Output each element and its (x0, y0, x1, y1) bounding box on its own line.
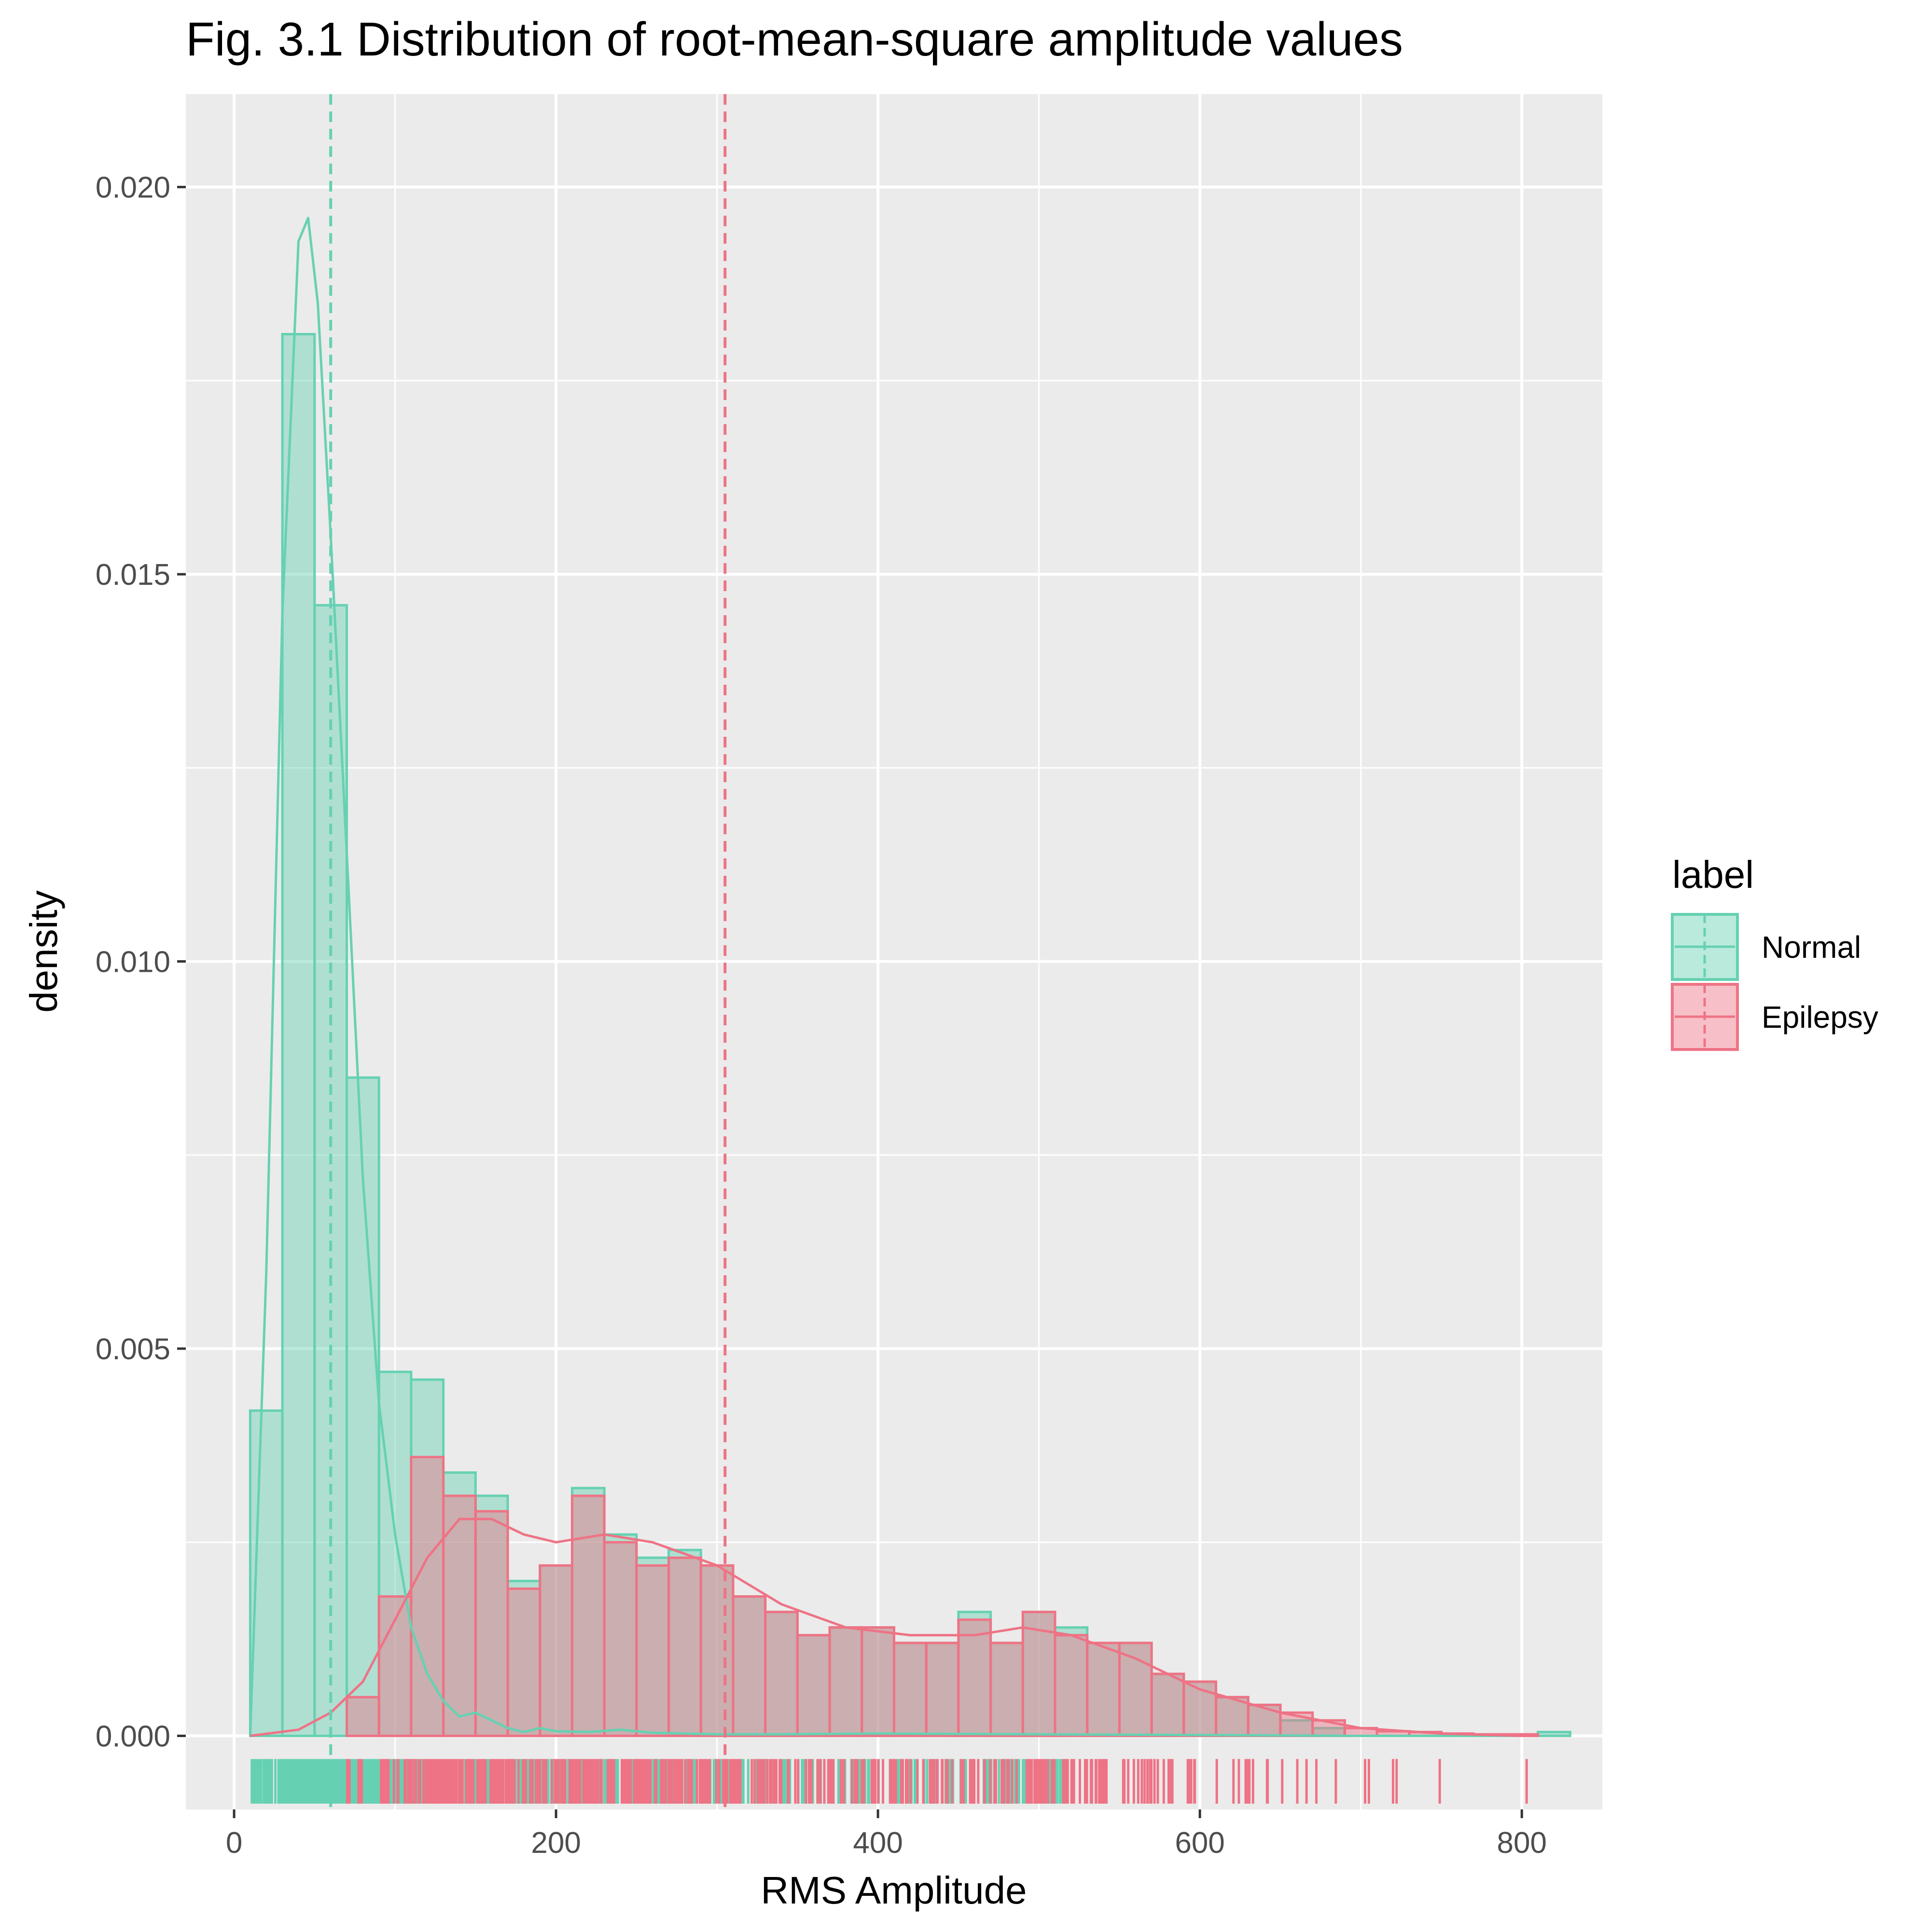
x-tick-label: 200 (531, 1826, 581, 1860)
histogram-bar-epilepsy (764, 1611, 799, 1738)
histogram-bar-normal (667, 1548, 702, 1738)
histogram-bar-epilepsy (506, 1587, 542, 1738)
histogram-bar-epilepsy (1150, 1672, 1185, 1738)
histogram-bar-epilepsy (410, 1456, 445, 1738)
histogram-bar-normal (377, 1370, 413, 1738)
histogram-bar-epilepsy (732, 1595, 767, 1738)
y-tick-label: 0.015 (96, 558, 170, 592)
density-curve-normal (249, 217, 1522, 1737)
histogram-bar-epilepsy (989, 1642, 1024, 1738)
histogram-bar-epilepsy (539, 1564, 573, 1738)
x-tick-label: 800 (1497, 1826, 1547, 1860)
x-tick-label: 600 (1175, 1826, 1224, 1860)
legend-keys: Normal Epilepsy (1671, 913, 1878, 1051)
histogram-bar-epilepsy (828, 1626, 863, 1738)
y-tick-label: 0.005 (96, 1333, 170, 1366)
density-curve-epilepsy (250, 1518, 1522, 1737)
y-tick-label: 0.010 (96, 946, 170, 979)
histogram-bar-epilepsy (442, 1494, 477, 1738)
x-tick-label: 0 (226, 1826, 242, 1860)
histogram-bar-epilepsy (1182, 1680, 1218, 1738)
legend-label-epilepsy: Epilepsy (1762, 1000, 1878, 1035)
legend: label Normal Epilepsy (1671, 853, 1878, 1051)
histogram-bar-normal (570, 1487, 606, 1738)
histogram-bar-epilepsy (699, 1564, 735, 1738)
histogram-bar-epilepsy (667, 1556, 702, 1738)
histogram-bar-epilepsy (957, 1618, 992, 1738)
legend-title: label (1672, 853, 1754, 896)
histogram-bar-epilepsy (1118, 1642, 1153, 1738)
histogram-bar-epilepsy (603, 1541, 638, 1738)
histogram-bar-epilepsy (474, 1510, 509, 1738)
histogram-bar-epilepsy (796, 1634, 831, 1738)
histogram-bar-normal (603, 1533, 638, 1738)
histogram-bar-normal (989, 1642, 1024, 1738)
histogram-bar-normal (281, 333, 316, 1738)
histogram-bar-normal (1537, 1731, 1571, 1738)
mean-line-layer (329, 94, 727, 1809)
density-curve-layer (249, 217, 1522, 1737)
bar-layer (249, 333, 1571, 1738)
chart-title: Fig. 3.1 Distribution of root-mean-squar… (186, 13, 1403, 66)
histogram-bar-epilepsy (925, 1642, 960, 1738)
histogram-bar-epilepsy (1086, 1642, 1121, 1738)
axis-layer: 0 200 400 600 800 0.000 0.005 0.010 0.015 0.020 (96, 171, 1547, 1860)
x-tick-label: 400 (853, 1826, 903, 1860)
histogram-bar-epilepsy (346, 1696, 380, 1738)
y-tick-label: 0.000 (96, 1720, 170, 1753)
histogram-bar-epilepsy (1054, 1634, 1089, 1738)
rug-layer (250, 1759, 1528, 1804)
histogram-bar-epilepsy (861, 1626, 895, 1738)
y-tick-label: 0.020 (96, 171, 170, 205)
histogram-bar-normal (699, 1564, 735, 1738)
histogram-bar-epilepsy (635, 1564, 670, 1738)
y-axis-label: density (22, 890, 65, 1012)
histogram-bar-epilepsy (893, 1642, 928, 1738)
histogram-bar-epilepsy (570, 1494, 606, 1738)
histogram-bar-epilepsy (1247, 1703, 1282, 1738)
x-axis-label: RMS Amplitude (761, 1869, 1027, 1912)
legend-label-normal: Normal (1762, 930, 1861, 965)
